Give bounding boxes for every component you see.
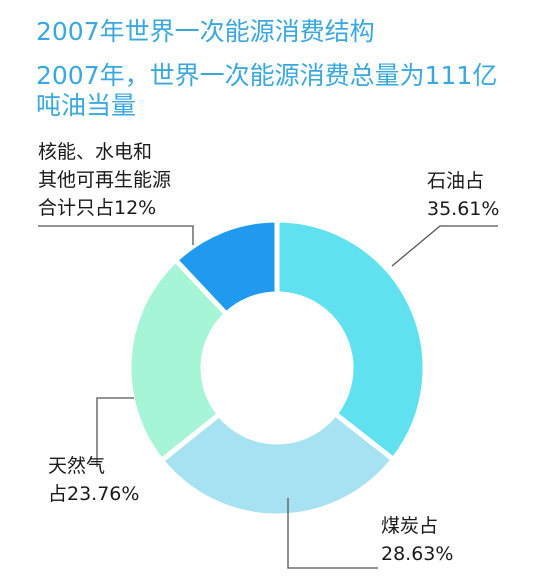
chart-title: 2007年世界一次能源消费结构 bbox=[36, 17, 375, 46]
label-line: 35.61% bbox=[427, 198, 499, 220]
slice-nuclear-renewables bbox=[172, 217, 280, 318]
leader-line-coal bbox=[287, 498, 378, 569]
label-line: 核能、水电和 bbox=[38, 141, 152, 163]
slice-gas bbox=[126, 256, 230, 465]
label-line: 天然气 bbox=[48, 455, 105, 477]
slice-oil bbox=[274, 217, 428, 464]
leader-line-gas bbox=[96, 397, 134, 467]
leader-line-nuclear-renewables bbox=[38, 225, 194, 245]
label-oil: 石油占 35.61% bbox=[427, 170, 499, 220]
label-line: 占23.76% bbox=[48, 483, 139, 505]
label-gas: 天然气占23.76% bbox=[48, 455, 139, 505]
leader-line-oil bbox=[391, 225, 498, 267]
label-line: 其他可再生能源 bbox=[38, 169, 171, 191]
slice-coal bbox=[158, 410, 397, 519]
chart-subtitle: 2007年，世界一次能源消费总量为111亿吨油当量 bbox=[36, 61, 498, 120]
label-coal: 煤炭占 28.63% bbox=[381, 515, 453, 565]
label-line: 28.63% bbox=[381, 543, 453, 565]
label-line: 合计只占12% bbox=[38, 197, 156, 219]
label-nuclear-renewables: 核能、水电和其他可再生能源合计只占12% bbox=[38, 141, 171, 219]
label-line: 煤炭占 bbox=[381, 515, 438, 537]
label-line: 石油占 bbox=[427, 170, 484, 192]
